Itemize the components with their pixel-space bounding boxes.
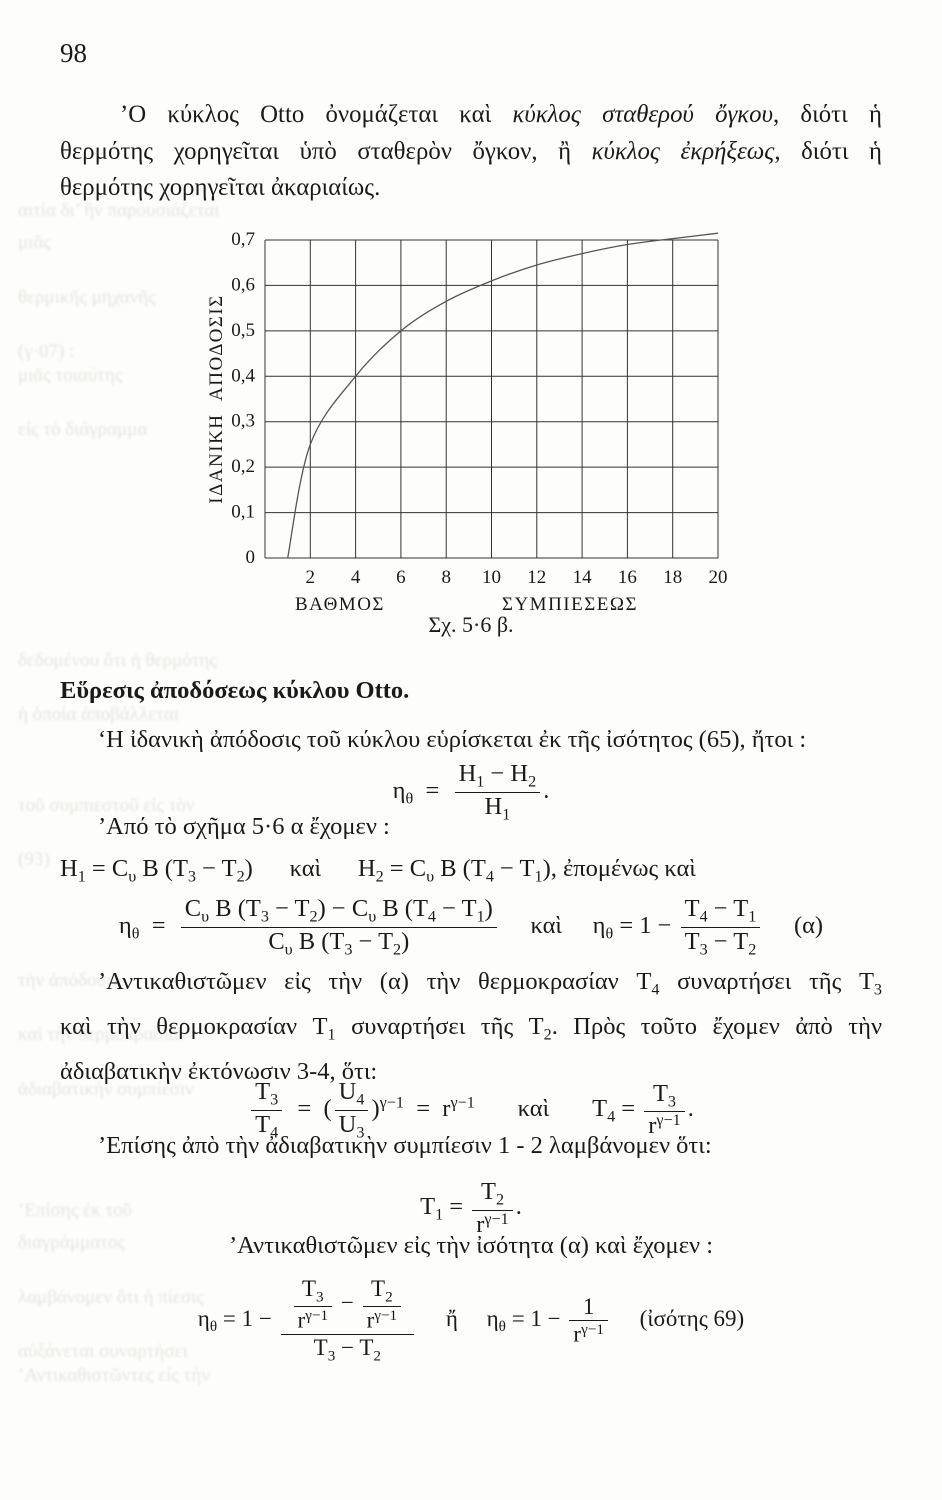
- svg-text:0,1: 0,1: [231, 502, 255, 523]
- svg-text:8: 8: [441, 567, 451, 588]
- svg-text:0,3: 0,3: [231, 411, 255, 432]
- svg-text:12: 12: [527, 567, 546, 588]
- svg-text:0,7: 0,7: [231, 229, 255, 250]
- svg-text:14: 14: [573, 567, 593, 588]
- svg-text:6: 6: [396, 567, 406, 588]
- svg-text:0,4: 0,4: [231, 365, 255, 386]
- svg-text:0,5: 0,5: [231, 320, 255, 341]
- svg-text:0,2: 0,2: [231, 456, 255, 477]
- svg-text:4: 4: [351, 567, 361, 588]
- svg-text:0: 0: [246, 547, 256, 568]
- svg-text:20: 20: [709, 567, 728, 588]
- svg-text:16: 16: [618, 567, 637, 588]
- svg-text:18: 18: [663, 567, 682, 588]
- svg-text:2: 2: [306, 567, 316, 588]
- svg-text:ΙΔΑΝΙΚΗ ΑΠΟΔΟΣΙΣ: ΙΔΑΝΙΚΗ ΑΠΟΔΟΣΙΣ: [206, 294, 227, 504]
- svg-text:10: 10: [482, 567, 501, 588]
- svg-text:0,6: 0,6: [231, 275, 255, 296]
